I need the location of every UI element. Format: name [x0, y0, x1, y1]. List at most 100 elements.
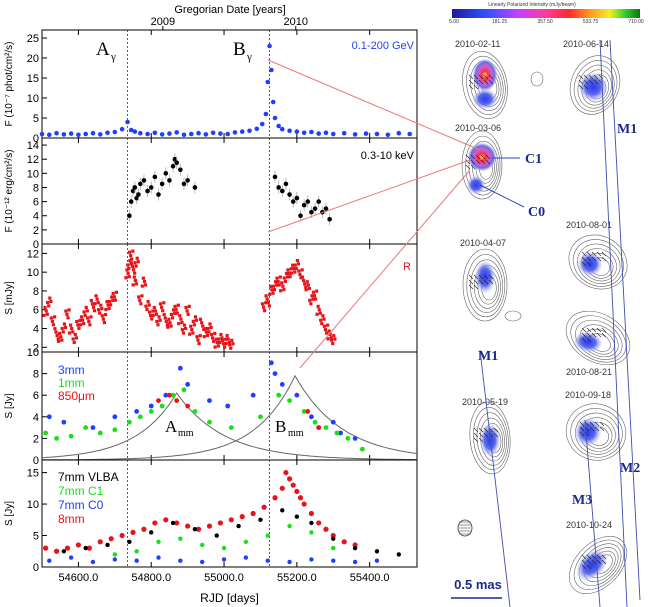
optical-point: [169, 324, 173, 328]
mm-point-0: [90, 425, 96, 430]
contour: [462, 248, 508, 322]
optical-point: [169, 312, 174, 317]
connector-line: [267, 59, 481, 151]
mm-point-1: [112, 427, 118, 433]
y-tick-label: 25: [27, 33, 39, 45]
optical-point: [185, 309, 189, 313]
gamma-point: [218, 131, 223, 136]
evpa-vector: [483, 279, 489, 285]
vlba-point-0: [149, 530, 154, 535]
gamma-point: [112, 129, 118, 135]
vlba-point-2: [47, 558, 52, 563]
epoch-label: 2010-02-11: [455, 39, 500, 49]
optical-point: [180, 320, 184, 325]
optical-point: [293, 270, 297, 274]
evpa-vector: [594, 426, 600, 432]
contour: [530, 71, 544, 87]
optical-point: [157, 315, 161, 319]
y-tick-label: 0: [33, 455, 39, 467]
vlba-point-3: [141, 526, 147, 532]
vlba-point-2: [309, 557, 314, 562]
optical-point: [66, 316, 70, 320]
vlba-point-0: [352, 545, 358, 551]
colorbar-tick: 533.75: [583, 19, 599, 25]
mm-point-0: [352, 436, 358, 441]
vlba-point-3: [290, 482, 296, 488]
optical-point: [205, 333, 210, 338]
contour: [569, 55, 621, 115]
optical-point: [227, 340, 231, 345]
optical-point: [77, 326, 81, 330]
optical-point: [331, 341, 335, 346]
evpa-vector: [579, 431, 585, 437]
xray-point: [148, 185, 154, 190]
optical-point: [318, 311, 322, 315]
optical-point: [149, 313, 153, 318]
epoch-label: 2010-03-06: [455, 123, 501, 133]
optical-point: [71, 337, 75, 341]
mm-point-1: [170, 392, 176, 398]
optical-point: [99, 303, 103, 307]
optical-point: [264, 301, 268, 305]
y-tick-label: 4: [33, 324, 39, 336]
optical-point: [196, 338, 200, 342]
x-tick-label: 55200.0: [277, 572, 317, 584]
polarized-emission: [480, 424, 500, 456]
evpa-vector: [594, 421, 600, 427]
optical-point: [172, 308, 176, 312]
evpa-vector: [581, 337, 587, 343]
optical-point: [327, 329, 331, 333]
optical-point: [276, 279, 280, 284]
optical-point: [277, 283, 281, 287]
optical-point: [163, 316, 167, 320]
evpa-vector: [473, 432, 479, 438]
vlba-point-1: [112, 552, 118, 557]
optical-point: [271, 291, 275, 295]
contour: [573, 539, 625, 590]
gamma-point: [54, 130, 59, 136]
optical-point: [71, 330, 75, 334]
polarized-emission: [578, 252, 602, 276]
polarized-emission: [579, 73, 607, 101]
component-track: [584, 419, 601, 607]
y-tick-label: 6: [33, 305, 39, 317]
mm-point-1: [207, 419, 212, 425]
evpa-vector: [601, 332, 607, 338]
mm-point-1: [258, 414, 263, 420]
optical-point: [112, 295, 116, 299]
vlba-point-1: [243, 539, 249, 545]
optical-point: [107, 299, 112, 304]
optical-point: [138, 298, 142, 302]
evpa-vector: [599, 421, 605, 427]
gamma-point: [145, 131, 150, 137]
optical-point: [267, 304, 271, 308]
optical-point: [140, 284, 144, 288]
gamma-point: [330, 131, 336, 137]
optical-point: [96, 301, 100, 305]
optical-point: [329, 336, 333, 340]
vlba-point-3: [294, 488, 300, 495]
optical-point: [133, 271, 137, 275]
epoch-label: 2010-05-19: [462, 397, 508, 407]
vlba-point-2: [134, 558, 139, 563]
optical-point: [315, 289, 319, 293]
optical-point: [78, 318, 82, 323]
evpa-vector: [581, 261, 587, 267]
flare-label-b: B: [233, 39, 246, 60]
mm-point-0: [112, 414, 118, 420]
optical-point: [106, 303, 110, 307]
evpa-vector: [586, 251, 592, 257]
vlba-point-2: [331, 558, 336, 563]
vlba-point-3: [272, 495, 278, 501]
optical-point: [130, 264, 135, 268]
vlba-point-1: [287, 523, 292, 529]
optical-point: [317, 308, 321, 312]
optical-point: [130, 257, 134, 261]
vlba-point-3: [352, 542, 358, 548]
optical-point: [212, 339, 216, 343]
optical-point: [292, 267, 296, 271]
contour: [570, 315, 627, 363]
optical-point: [132, 275, 136, 279]
optical-point: [278, 275, 282, 279]
